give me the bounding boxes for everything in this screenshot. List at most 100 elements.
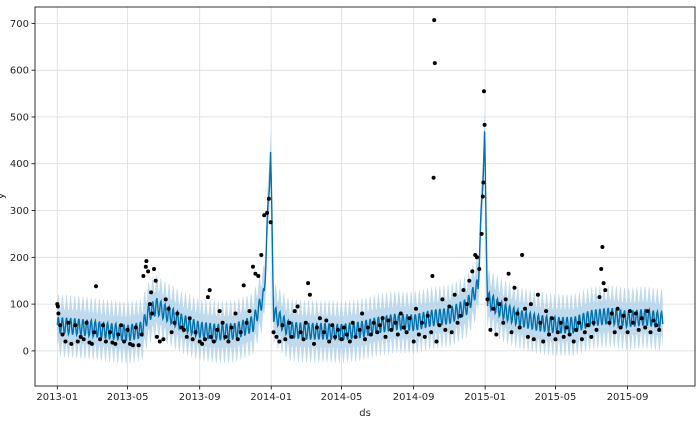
observed-point	[108, 330, 112, 335]
observed-point	[481, 180, 486, 185]
observed-point	[407, 316, 412, 321]
observed-point	[150, 311, 155, 316]
observed-point	[607, 320, 612, 325]
observed-point	[347, 339, 352, 344]
observed-point	[479, 231, 484, 236]
observed-point	[317, 316, 322, 321]
observed-point	[398, 311, 403, 316]
observed-point	[336, 327, 340, 332]
observed-point	[432, 61, 437, 66]
observed-point	[585, 323, 590, 328]
observed-point	[639, 316, 644, 321]
observed-point	[235, 337, 240, 342]
observed-point	[92, 330, 97, 335]
observed-point	[265, 210, 270, 215]
observed-point	[357, 327, 362, 332]
observed-point	[555, 330, 560, 335]
observed-point	[360, 311, 365, 316]
observed-point	[636, 327, 641, 332]
observed-point	[119, 323, 124, 328]
observed-point	[377, 323, 382, 328]
observed-point	[89, 341, 94, 346]
observed-point	[651, 318, 656, 323]
observed-point	[488, 327, 493, 332]
observed-point	[327, 339, 332, 344]
observed-point	[163, 297, 168, 302]
observed-point	[654, 323, 659, 328]
observed-point	[621, 313, 626, 318]
observed-points-layer	[55, 18, 662, 348]
x-tick-label: 2013-05	[107, 392, 149, 403]
observed-point	[591, 320, 596, 325]
observed-point	[371, 320, 376, 325]
observed-point	[541, 339, 546, 344]
y-tick-label: 100	[10, 300, 29, 311]
observed-point	[434, 339, 439, 344]
x-tick-label: 2013-01	[36, 392, 78, 403]
axes-frame	[34, 6, 696, 387]
x-axis-label: ds	[359, 408, 371, 419]
observed-point	[187, 316, 192, 321]
observed-point	[419, 320, 424, 325]
observed-point	[344, 332, 349, 337]
observed-point	[262, 213, 267, 218]
observed-point	[538, 320, 543, 325]
observed-point	[365, 325, 370, 330]
observed-point	[172, 320, 177, 325]
x-axis-ticks: 2013-01 2013-05 2013-09 2014-01 2014-05 2014-…	[36, 386, 648, 403]
observed-point	[247, 309, 252, 314]
observed-point	[440, 297, 445, 302]
observed-point	[146, 269, 151, 274]
observed-point	[101, 323, 105, 328]
observed-point	[274, 334, 279, 339]
observed-point	[341, 325, 346, 330]
observed-point	[133, 325, 138, 330]
observed-point	[280, 323, 285, 328]
observed-point	[81, 337, 86, 342]
observed-point	[56, 311, 61, 316]
observed-point	[477, 267, 482, 271]
observed-point	[152, 267, 156, 271]
observed-point	[395, 332, 400, 337]
observed-point	[523, 306, 527, 311]
uncertainty-band	[57, 108, 663, 365]
observed-point	[564, 325, 569, 330]
observed-point	[657, 327, 662, 332]
observed-point	[609, 311, 614, 316]
x-tick-label: 2014-05	[321, 392, 363, 403]
observed-point	[295, 304, 300, 309]
observed-point	[324, 318, 329, 323]
observed-point	[136, 343, 141, 348]
x-tick-label: 2015-01	[464, 392, 506, 403]
observed-point	[627, 309, 632, 314]
observed-point	[363, 337, 367, 342]
observed-point	[506, 271, 511, 276]
y-tick-label: 200	[10, 253, 29, 264]
observed-point	[166, 306, 171, 311]
observed-point	[482, 122, 487, 127]
observed-point	[208, 334, 213, 339]
observed-point	[157, 339, 162, 344]
observed-point	[75, 339, 80, 344]
observed-point	[597, 295, 602, 300]
observed-point	[380, 316, 385, 321]
observed-point	[601, 281, 606, 286]
observed-point	[512, 285, 517, 290]
observed-point	[312, 341, 316, 346]
observed-point	[515, 311, 520, 316]
observed-point	[125, 327, 130, 332]
observed-point	[144, 259, 149, 264]
observed-point	[648, 330, 653, 335]
observed-point	[645, 309, 650, 314]
observed-point	[130, 343, 135, 348]
observed-point	[368, 332, 373, 337]
observed-point	[414, 306, 418, 311]
y-axis-label: y	[0, 193, 7, 199]
observed-point	[251, 264, 255, 269]
observed-point	[517, 325, 522, 330]
observed-point	[401, 325, 406, 330]
x-tick-label: 2014-09	[393, 392, 435, 403]
observed-point	[244, 320, 249, 325]
